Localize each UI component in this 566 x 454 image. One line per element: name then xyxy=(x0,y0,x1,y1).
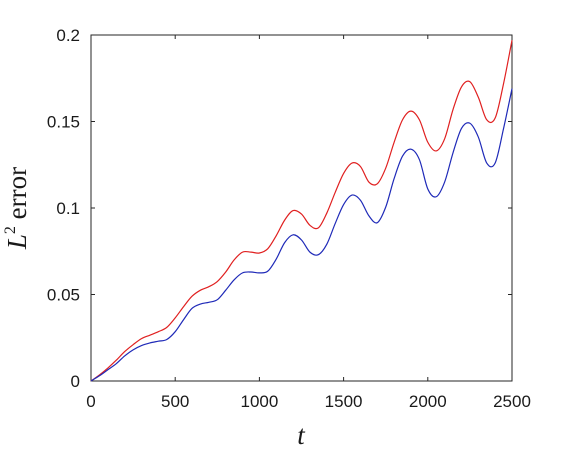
axis-ticks xyxy=(90,34,513,382)
x-tick-label: 2000 xyxy=(409,392,447,411)
y-axis-label-main: L xyxy=(2,234,32,250)
y-tick-label: 0.05 xyxy=(47,286,80,305)
x-tick-label: 500 xyxy=(161,392,189,411)
y-tick-label: 0 xyxy=(71,372,80,391)
y-tick-label: 0.15 xyxy=(47,113,80,132)
x-tick-label: 0 xyxy=(86,392,95,411)
series-line-2 xyxy=(90,88,513,382)
y-axis-label: L2 error xyxy=(2,167,32,250)
series-line-1 xyxy=(90,40,513,382)
y-tick-label: 0.1 xyxy=(56,199,80,218)
plot-area xyxy=(90,34,513,382)
y-tick-label: 0.2 xyxy=(56,26,80,45)
series-lines xyxy=(90,40,513,382)
x-tick-label: 1500 xyxy=(325,392,363,411)
y-axis-label-rest: error xyxy=(2,167,32,226)
x-tick-label: 2500 xyxy=(493,392,531,411)
y-axis-label-superscript: 2 xyxy=(2,226,19,234)
x-tick-label: 1000 xyxy=(240,392,278,411)
y-tick-labels: 0 0.05 0.1 0.15 0.2 xyxy=(47,26,80,391)
x-tick-labels: 0 500 1000 1500 2000 2500 xyxy=(86,392,531,411)
x-axis-label: t xyxy=(297,420,306,450)
